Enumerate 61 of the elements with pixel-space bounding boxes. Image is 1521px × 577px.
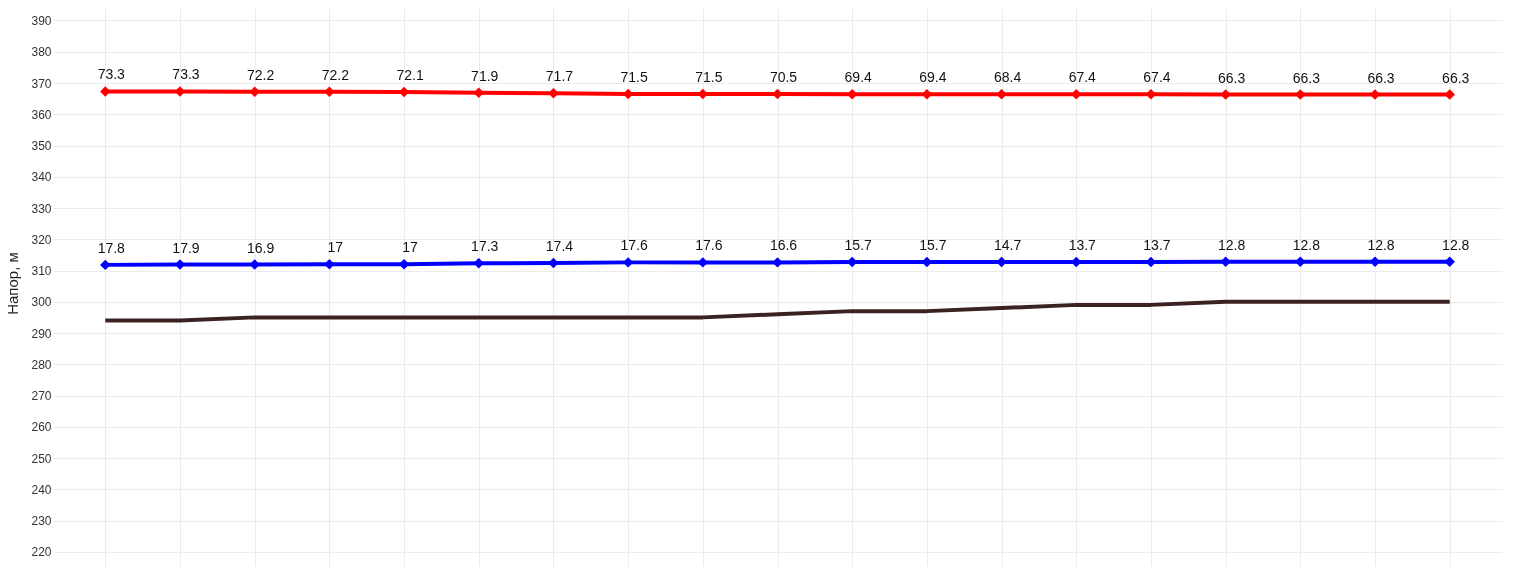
annotation: 66.3 bbox=[1367, 69, 1395, 86]
annotation: 12.8 bbox=[1367, 236, 1395, 253]
annotation: 71.5 bbox=[620, 68, 648, 85]
annotation: 12.8 bbox=[1442, 236, 1470, 253]
annotation: 16.6 bbox=[769, 237, 798, 254]
annotation: 17.8 bbox=[97, 239, 126, 256]
annotation: 69.4 bbox=[844, 69, 873, 86]
annotation: 12.8 bbox=[1218, 236, 1246, 253]
y-tick-label: 270 bbox=[31, 389, 52, 403]
annotation: 69.4 bbox=[919, 69, 947, 86]
y-tick-label: 390 bbox=[31, 14, 52, 28]
y-tick-label: 310 bbox=[31, 264, 52, 278]
y-tick-label: 370 bbox=[31, 76, 52, 91]
annotation: 67.4 bbox=[1068, 69, 1097, 86]
y-tick-label: 250 bbox=[31, 451, 52, 466]
y-tick-label: 320 bbox=[31, 232, 52, 247]
annotation: 66.3 bbox=[1442, 69, 1470, 86]
y-tick-label: 260 bbox=[31, 420, 52, 435]
y-tick-label: 230 bbox=[31, 514, 52, 528]
y-tick-label: 240 bbox=[31, 482, 52, 497]
annotation: 66.3 bbox=[1218, 69, 1246, 86]
annotation: 14.7 bbox=[993, 237, 1022, 254]
point bbox=[548, 88, 559, 99]
y-tick-label: 290 bbox=[31, 326, 52, 341]
y-tick-label: 360 bbox=[31, 107, 52, 122]
y-tick-label: 280 bbox=[31, 357, 52, 372]
annotation: 70.5 bbox=[769, 68, 798, 85]
annotation: 73.3 bbox=[97, 66, 126, 83]
annotation: 17 bbox=[327, 239, 344, 256]
y-tick-label: 350 bbox=[31, 139, 52, 153]
annotation: 72.2 bbox=[247, 66, 275, 83]
annotation: 72.1 bbox=[396, 67, 424, 84]
annotation: 71.5 bbox=[695, 68, 723, 85]
annotation: 15.7 bbox=[919, 237, 947, 254]
annotation: 17.4 bbox=[545, 238, 574, 254]
annotation: 15.7 bbox=[844, 237, 873, 254]
y-tick-label: 340 bbox=[31, 170, 52, 185]
annotation: 67.4 bbox=[1143, 69, 1171, 86]
y-axis-title: Напор, м bbox=[4, 252, 22, 315]
annotation: 17.6 bbox=[620, 237, 648, 254]
annotation: 71.9 bbox=[471, 67, 499, 84]
annotation: 66.3 bbox=[1292, 69, 1321, 86]
annotation: 73.3 bbox=[172, 66, 200, 83]
annotation: 12.8 bbox=[1292, 236, 1321, 253]
y-tick-label: 330 bbox=[31, 201, 52, 216]
annotation: 13.7 bbox=[1143, 237, 1171, 254]
line-series bbox=[103, 299, 1452, 323]
y-tick-label: 300 bbox=[31, 295, 52, 310]
point bbox=[100, 259, 111, 271]
annotation: 17.9 bbox=[172, 239, 200, 256]
annotation: 13.7 bbox=[1068, 237, 1097, 254]
annotation: 71.7 bbox=[545, 68, 574, 85]
annotation: 17 bbox=[402, 239, 419, 256]
annotation: 17.3 bbox=[471, 238, 499, 255]
annotation: 72.2 bbox=[321, 66, 350, 83]
point bbox=[996, 89, 1007, 100]
annotation: 17.6 bbox=[695, 237, 723, 254]
y-tick-label: 380 bbox=[31, 45, 52, 60]
annotation: 68.4 bbox=[993, 69, 1022, 86]
annotation: 16.9 bbox=[247, 239, 275, 256]
y-tick-label: 220 bbox=[31, 545, 52, 560]
